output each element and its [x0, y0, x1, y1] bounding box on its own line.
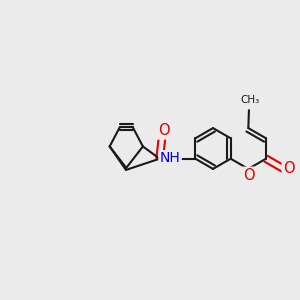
Text: O: O	[158, 123, 170, 138]
Text: O: O	[283, 161, 295, 176]
Text: CH₃: CH₃	[240, 95, 259, 105]
Text: NH: NH	[160, 152, 180, 165]
Text: O: O	[243, 168, 255, 183]
